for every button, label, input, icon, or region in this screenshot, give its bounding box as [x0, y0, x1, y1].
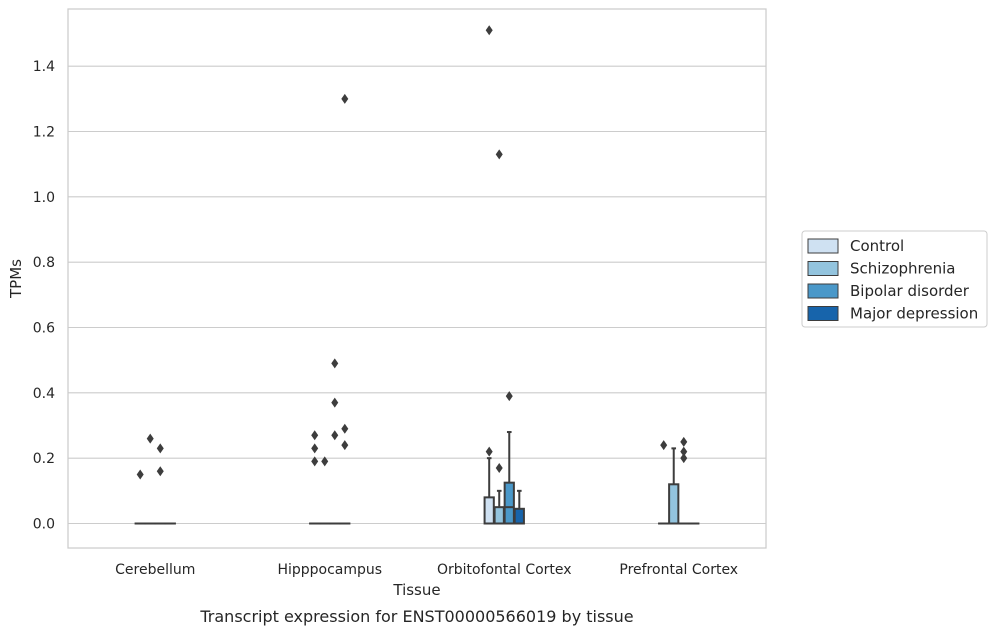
outlier-point	[680, 436, 688, 447]
outlier-point	[485, 25, 493, 36]
outlier-point	[660, 440, 668, 451]
outlier-point	[156, 466, 164, 477]
outlier-point	[680, 453, 688, 464]
box-schizophrenia	[493, 489, 505, 525]
y-tick-label: 0.6	[33, 321, 55, 337]
y-tick-label: 1.0	[33, 190, 55, 206]
outlier-point	[331, 358, 339, 369]
box-body	[513, 507, 525, 525]
y-axis-label: TPMs	[7, 259, 25, 299]
box-schizophrenia	[668, 447, 680, 525]
y-tick-label: 0.0	[33, 517, 55, 533]
legend-label: Bipolar disorder	[850, 282, 970, 300]
outlier-point	[495, 149, 503, 160]
x-tick-label: Cerebellum	[115, 562, 195, 578]
outlier-point	[341, 440, 349, 451]
outlier-point	[311, 456, 319, 467]
outlier-point	[331, 397, 339, 408]
outlier-point	[321, 456, 329, 467]
outlier-point	[485, 446, 493, 457]
box-body	[503, 481, 515, 525]
outlier-point	[311, 443, 319, 454]
outlier-point	[146, 433, 154, 444]
box-control	[483, 457, 495, 525]
box-body	[483, 496, 495, 525]
outlier-point	[136, 469, 144, 480]
box-body	[493, 506, 505, 525]
x-tick-label: Orbitofontal Cortex	[437, 562, 572, 578]
outlier-point	[341, 423, 349, 434]
legend-swatch	[807, 261, 839, 276]
outlier-point	[505, 391, 513, 402]
chart-caption: Transcript expression for ENST0000056601…	[199, 607, 633, 626]
legend: Control Schizophrenia Bipolar disorder Majo…	[801, 230, 988, 328]
x-axis-ticks: Cerebellum Hipppocampus Orbitofontal Corte…	[115, 562, 738, 578]
outlier-point	[495, 462, 503, 473]
legend-frame	[801, 230, 988, 328]
legend-swatch	[807, 283, 839, 299]
box-bipolar-disorder	[503, 431, 515, 525]
y-tick-label: 1.4	[33, 59, 55, 75]
boxes-layer	[134, 431, 700, 525]
outlier-point	[156, 443, 164, 454]
x-tick-label: Hipppocampus	[277, 562, 382, 578]
box-major-depression	[513, 489, 525, 525]
outlier-point	[680, 446, 688, 457]
outlier-point	[341, 93, 349, 104]
y-tick-label: 0.8	[33, 255, 55, 271]
y-tick-label: 1.2	[33, 125, 55, 141]
outlier-point	[311, 430, 319, 441]
outliers-layer	[136, 25, 688, 480]
legend-label: Major depression	[850, 305, 978, 323]
y-tick-label: 0.4	[33, 386, 55, 402]
legend-swatch	[807, 238, 839, 254]
y-tick-label: 0.2	[33, 451, 55, 467]
legend-swatch	[807, 306, 839, 321]
y-axis-ticks: 0.0 0.2 0.4 0.6 0.8 1.0 1.2 1.4	[33, 59, 55, 532]
outlier-point	[331, 430, 339, 441]
box-body	[668, 483, 680, 525]
legend-label: Schizophrenia	[850, 260, 955, 278]
legend-label: Control	[850, 237, 904, 255]
x-axis-label: Tissue	[392, 581, 440, 599]
plot-frame	[67, 8, 767, 549]
x-tick-label: Prefrontal Cortex	[619, 562, 738, 578]
gridlines	[68, 65, 766, 525]
